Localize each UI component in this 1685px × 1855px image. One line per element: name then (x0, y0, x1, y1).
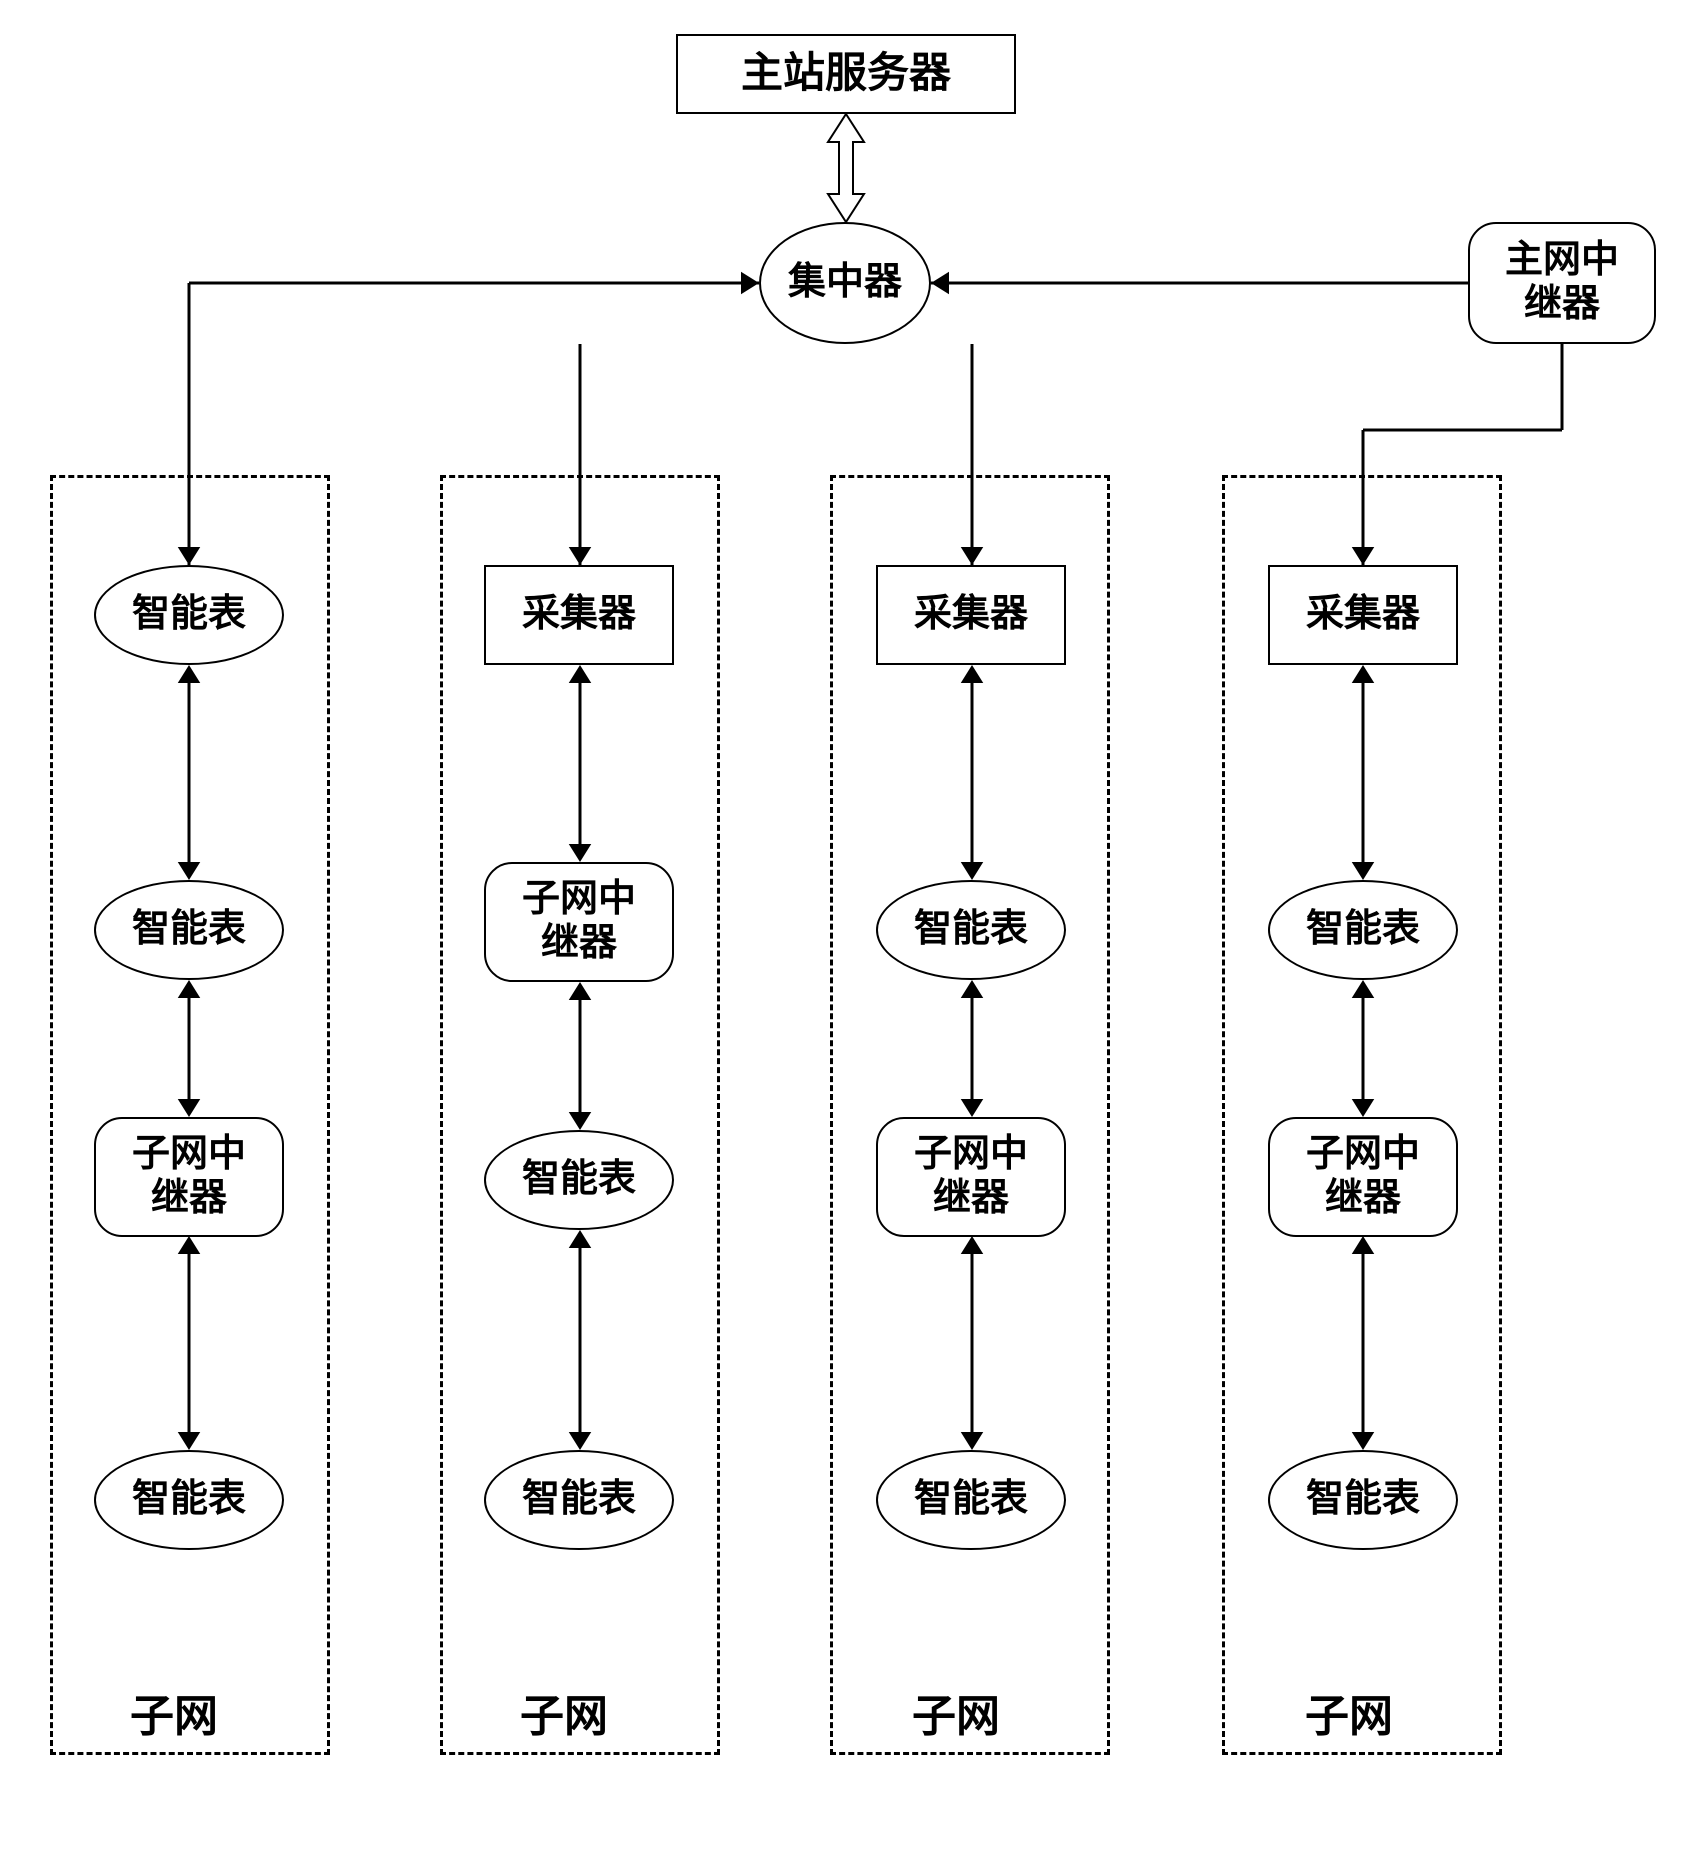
diagram-canvas: { "canvas": { "width": 1685, "height": 1… (0, 0, 1685, 1855)
subnet-box-3 (830, 475, 1110, 1755)
subnet-label-2: 子网 (520, 1680, 608, 1744)
concentrator-node: 集中器 (759, 222, 931, 344)
server-box: 主站服务器 (676, 34, 1016, 114)
subnet-box-4 (1222, 475, 1502, 1755)
concentrator-label: 集中器 (788, 261, 902, 305)
label-text: 子网 (520, 1692, 608, 1741)
subnet-label-1: 子网 (130, 1680, 218, 1744)
subnet-label-3: 子网 (912, 1680, 1000, 1744)
label-text: 子网 (130, 1692, 218, 1741)
subnet-label-4: 子网 (1305, 1680, 1393, 1744)
server-label: 主站服务器 (741, 50, 951, 98)
main-relay-node: 主网中 继器 (1468, 222, 1656, 344)
label-text: 子网 (1305, 1692, 1393, 1741)
subnet-box-1 (50, 475, 330, 1755)
subnet-box-2 (440, 475, 720, 1755)
label-text: 子网 (912, 1692, 1000, 1741)
main-relay-label: 主网中 继器 (1505, 239, 1619, 326)
